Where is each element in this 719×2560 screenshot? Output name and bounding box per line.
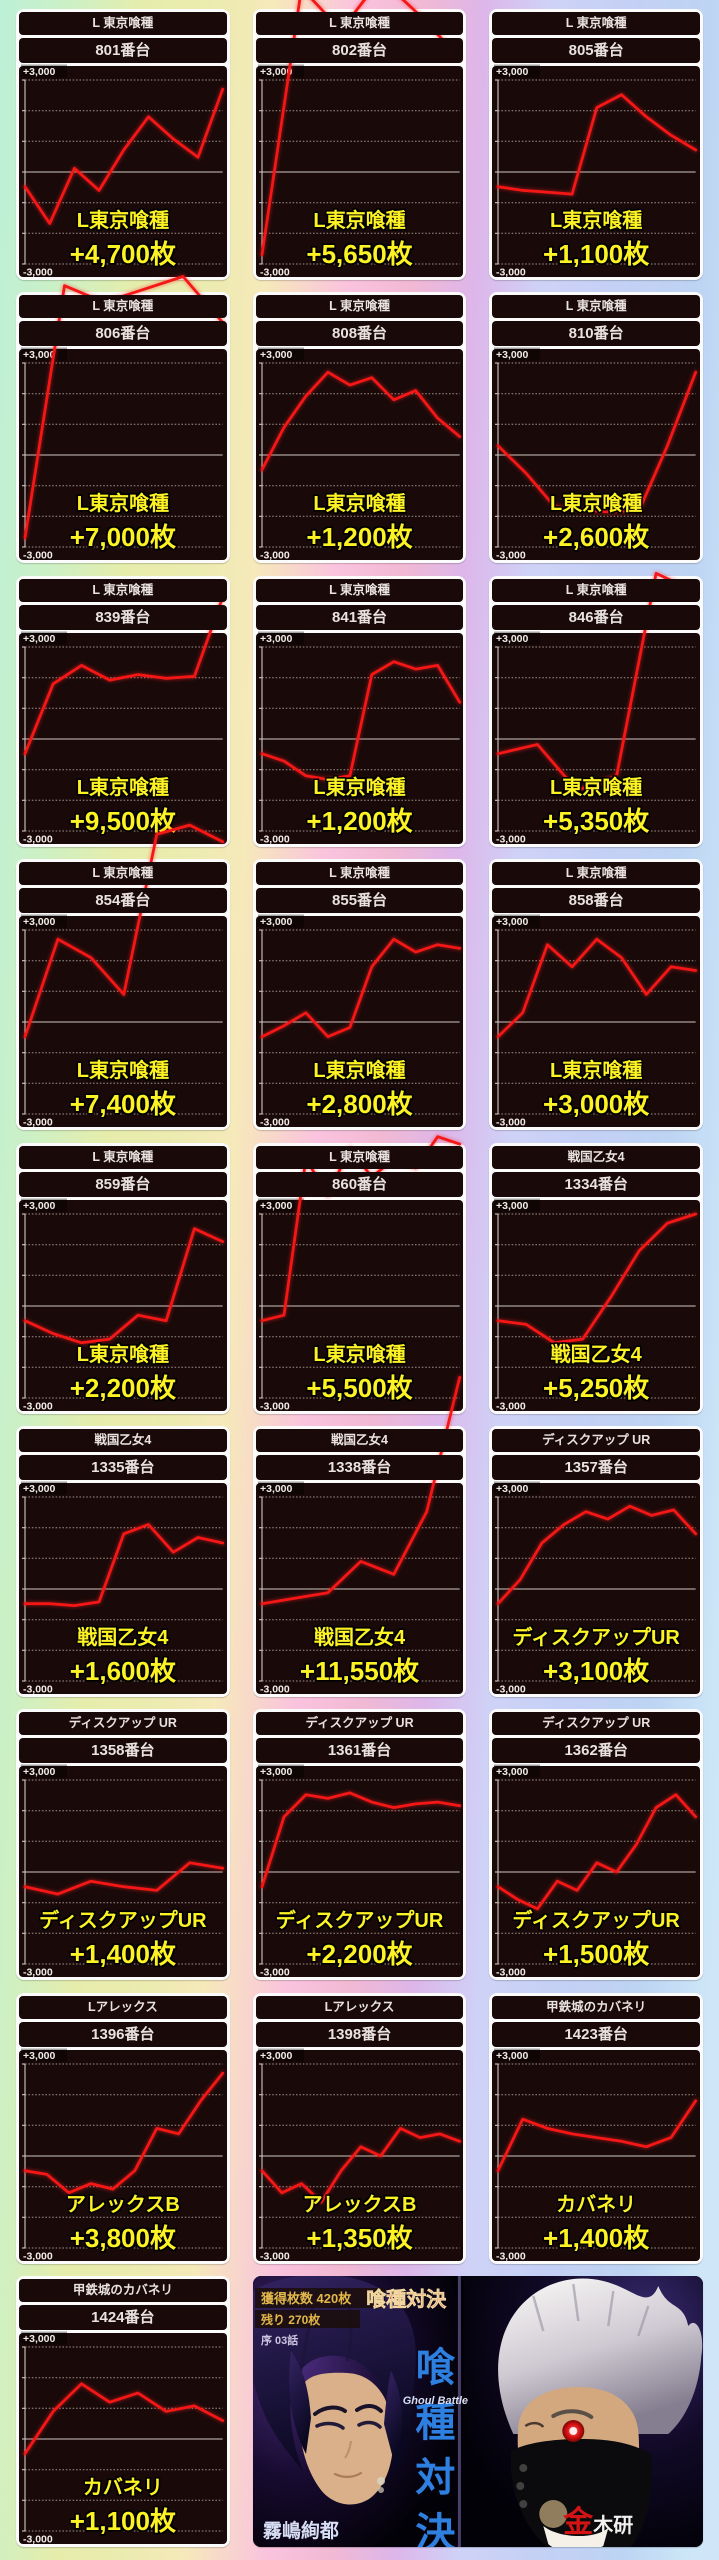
svg-text:+3,000: +3,000 — [23, 1201, 56, 1212]
svg-text:+3,000: +3,000 — [260, 2051, 293, 2062]
svg-text:+3,000: +3,000 — [260, 634, 293, 645]
svg-text:+3,000: +3,000 — [23, 2051, 56, 2062]
svg-text:+3,000: +3,000 — [496, 917, 529, 928]
svg-text:+3,000: +3,000 — [496, 2051, 529, 2062]
svg-text:+3,000: +3,000 — [496, 350, 529, 361]
svg-text:序 03話: 序 03話 — [261, 2333, 298, 2347]
svg-text:+3,000: +3,000 — [496, 1201, 529, 1212]
svg-text:+3,000: +3,000 — [260, 917, 293, 928]
svg-text:+3,000: +3,000 — [260, 1484, 293, 1495]
svg-text:Ghoul Battle: Ghoul Battle — [402, 2395, 467, 2407]
svg-text:+3,000: +3,000 — [23, 917, 56, 928]
svg-text:獲得枚数 420枚: 獲得枚数 420枚 — [261, 2291, 352, 2306]
svg-text:+3,000: +3,000 — [23, 2334, 56, 2345]
svg-text:喰種対決: 喰種対決 — [366, 2287, 447, 2311]
svg-text:+3,000: +3,000 — [23, 1767, 56, 1778]
svg-text:+3,000: +3,000 — [496, 634, 529, 645]
svg-text:+3,000: +3,000 — [260, 350, 293, 361]
svg-text:喰: 喰 — [415, 2346, 455, 2390]
svg-text:種: 種 — [415, 2401, 455, 2445]
svg-text:+3,000: +3,000 — [23, 1484, 56, 1495]
svg-text:霧嶋絢都: 霧嶋絢都 — [262, 2519, 339, 2542]
svg-text:残り 270枚: 残り 270枚 — [261, 2312, 320, 2327]
svg-text:+3,000: +3,000 — [23, 67, 56, 78]
svg-text:+3,000: +3,000 — [260, 1201, 293, 1212]
svg-text:+3,000: +3,000 — [23, 634, 56, 645]
svg-text:+3,000: +3,000 — [260, 1767, 293, 1778]
svg-text:+3,000: +3,000 — [496, 67, 529, 78]
svg-text:+3,000: +3,000 — [496, 1767, 529, 1778]
svg-text:+3,000: +3,000 — [496, 1484, 529, 1495]
svg-text:決: 決 — [415, 2511, 455, 2547]
svg-text:対: 対 — [415, 2456, 455, 2500]
